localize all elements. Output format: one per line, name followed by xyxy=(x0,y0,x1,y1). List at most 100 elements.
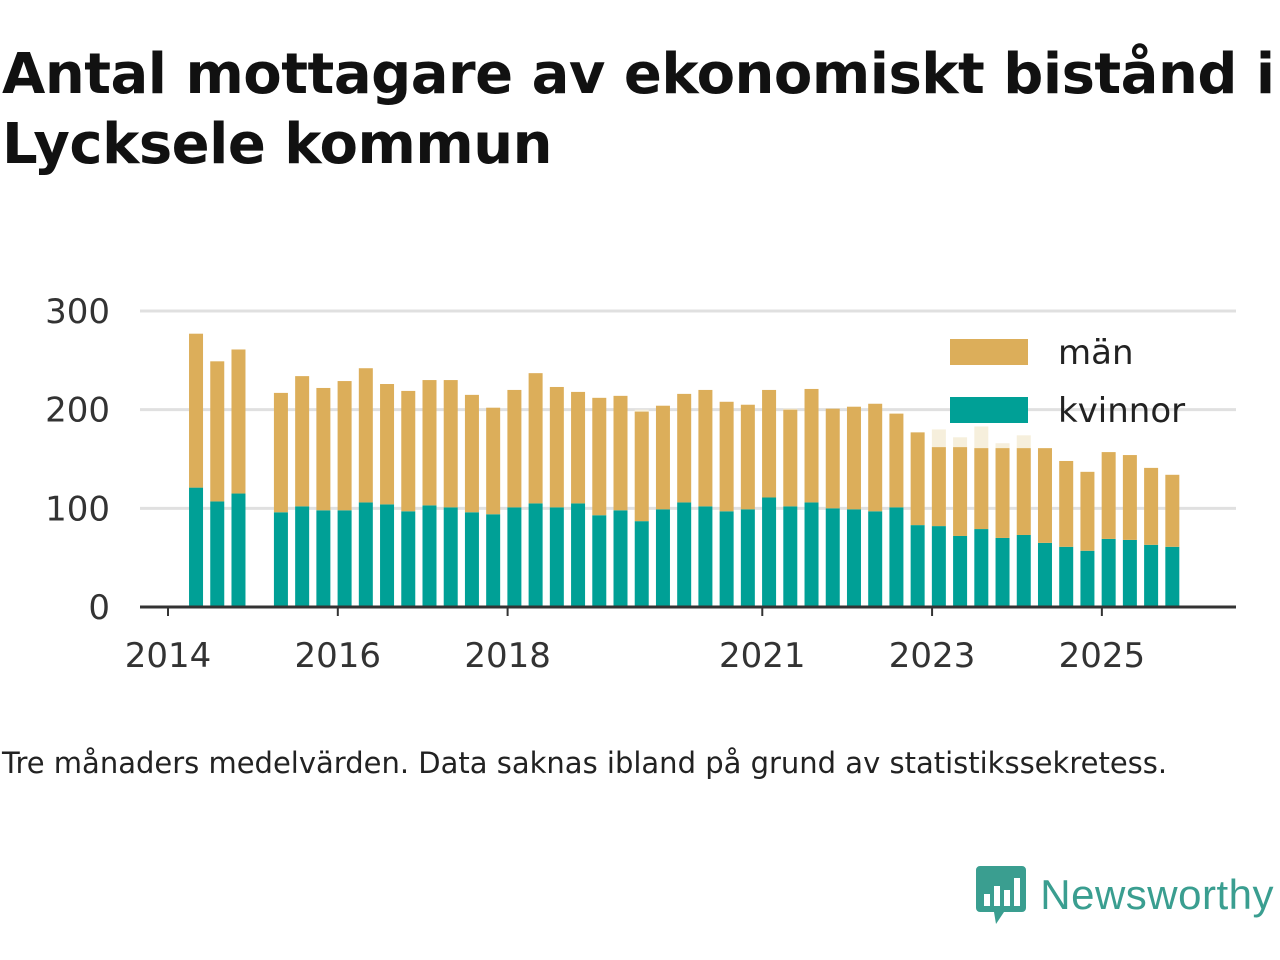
bar-man xyxy=(762,389,777,498)
bar-kvinnor xyxy=(1016,534,1031,607)
bar-man xyxy=(677,393,692,503)
bar-kvinnor xyxy=(931,526,946,607)
bar-kvinnor xyxy=(804,502,819,607)
bar-kvinnor xyxy=(210,501,225,607)
bar-man xyxy=(1144,467,1159,545)
bar-kvinnor xyxy=(549,507,564,607)
bar-kvinnor xyxy=(783,506,798,607)
bar-kvinnor xyxy=(868,511,883,607)
y-tick-label: 0 xyxy=(88,588,110,628)
bar-kvinnor xyxy=(1144,544,1159,607)
bar-kvinnor xyxy=(273,512,288,607)
bar-man xyxy=(273,392,288,513)
bar-man xyxy=(464,394,479,513)
bar-man xyxy=(931,447,946,527)
legend-label-men: män xyxy=(1058,333,1134,373)
brand-logo[interactable]: Newsworthy xyxy=(974,862,1274,928)
bar-kvinnor xyxy=(189,487,204,607)
bar-kvinnor xyxy=(953,535,968,607)
bar-man xyxy=(846,406,861,510)
bar-kvinnor xyxy=(316,510,331,607)
bar-man xyxy=(868,403,883,512)
bar-kvinnor xyxy=(380,504,395,607)
bar-kvinnor xyxy=(231,493,246,607)
bar-man xyxy=(783,409,798,507)
bar-man xyxy=(655,405,670,510)
bar-kvinnor xyxy=(337,510,352,607)
footnote: Tre månaders medelvärden. Data saknas ib… xyxy=(2,746,1168,780)
bar-man xyxy=(974,448,989,530)
bar-man xyxy=(401,390,416,512)
bar-man xyxy=(1059,460,1074,547)
bar-man xyxy=(189,333,204,488)
bar-man xyxy=(1101,452,1116,539)
bar-man xyxy=(528,373,543,504)
bar-man xyxy=(443,380,458,508)
bar-man xyxy=(592,397,607,516)
bar-kvinnor xyxy=(1080,550,1095,607)
x-tick-label: 2021 xyxy=(719,636,806,676)
bar-man xyxy=(740,404,755,510)
bar-man xyxy=(486,407,501,515)
bar-kvinnor xyxy=(295,506,310,607)
bar-kvinnor xyxy=(1122,539,1137,607)
bar-kvinnor xyxy=(762,497,777,607)
chart-title: Antal mottagare av ekonomiskt bistånd i … xyxy=(2,42,1275,177)
y-tick-label: 300 xyxy=(45,292,110,332)
newsworthy-logo-icon xyxy=(976,866,1027,924)
bar-man xyxy=(231,349,246,494)
legend-swatch-women xyxy=(950,397,1028,423)
bar-kvinnor xyxy=(825,508,840,607)
bar-kvinnor xyxy=(464,512,479,607)
bar-man xyxy=(804,388,819,503)
bar-kvinnor xyxy=(1059,546,1074,607)
bar-kvinnor xyxy=(1101,538,1116,607)
bar-kvinnor xyxy=(507,507,522,607)
bar-kvinnor xyxy=(655,509,670,607)
bar-man xyxy=(698,389,713,507)
bars xyxy=(189,333,1180,607)
bar-kvinnor xyxy=(1037,542,1052,607)
legend-label-women: kvinnor xyxy=(1058,391,1185,431)
bar-man xyxy=(825,408,840,509)
bar-man xyxy=(549,386,564,508)
bar-kvinnor xyxy=(571,503,586,607)
bar-man xyxy=(210,361,225,502)
bar-man xyxy=(634,411,649,522)
x-tick-label: 2025 xyxy=(1059,636,1146,676)
x-tick-label: 2018 xyxy=(464,636,551,676)
x-tick-label: 2023 xyxy=(889,636,976,676)
bar-man xyxy=(358,368,373,503)
bar-kvinnor xyxy=(995,537,1010,607)
bar-man xyxy=(337,381,352,511)
bar-man xyxy=(380,384,395,505)
bar-man xyxy=(613,395,628,511)
bar-kvinnor xyxy=(974,529,989,607)
bar-kvinnor xyxy=(613,510,628,607)
bar-kvinnor xyxy=(677,502,692,607)
legend-swatch-men xyxy=(950,339,1028,365)
bar-man xyxy=(295,376,310,507)
bar-kvinnor xyxy=(846,509,861,607)
bar-kvinnor xyxy=(592,515,607,607)
axes: 0 100 200 300 2014 2016 2018 2021 2023 2025 xyxy=(45,292,1236,676)
bar-kvinnor xyxy=(486,514,501,607)
y-tick-label: 200 xyxy=(45,391,110,431)
bar-man xyxy=(910,432,925,526)
bar-kvinnor xyxy=(443,507,458,607)
bar-kvinnor xyxy=(740,509,755,607)
x-tick-label: 2016 xyxy=(295,636,382,676)
bar-kvinnor xyxy=(528,503,543,607)
bar-kvinnor xyxy=(910,525,925,607)
bar-man xyxy=(1080,471,1095,551)
bar-man xyxy=(889,413,904,508)
bar-man xyxy=(995,448,1010,538)
y-tick-label: 100 xyxy=(45,489,110,529)
bar-man xyxy=(422,380,437,506)
bar-kvinnor xyxy=(1165,546,1180,607)
bar-man xyxy=(1016,448,1031,535)
bar-man xyxy=(507,389,522,508)
bar-kvinnor xyxy=(719,511,734,607)
bar-kvinnor xyxy=(422,505,437,607)
